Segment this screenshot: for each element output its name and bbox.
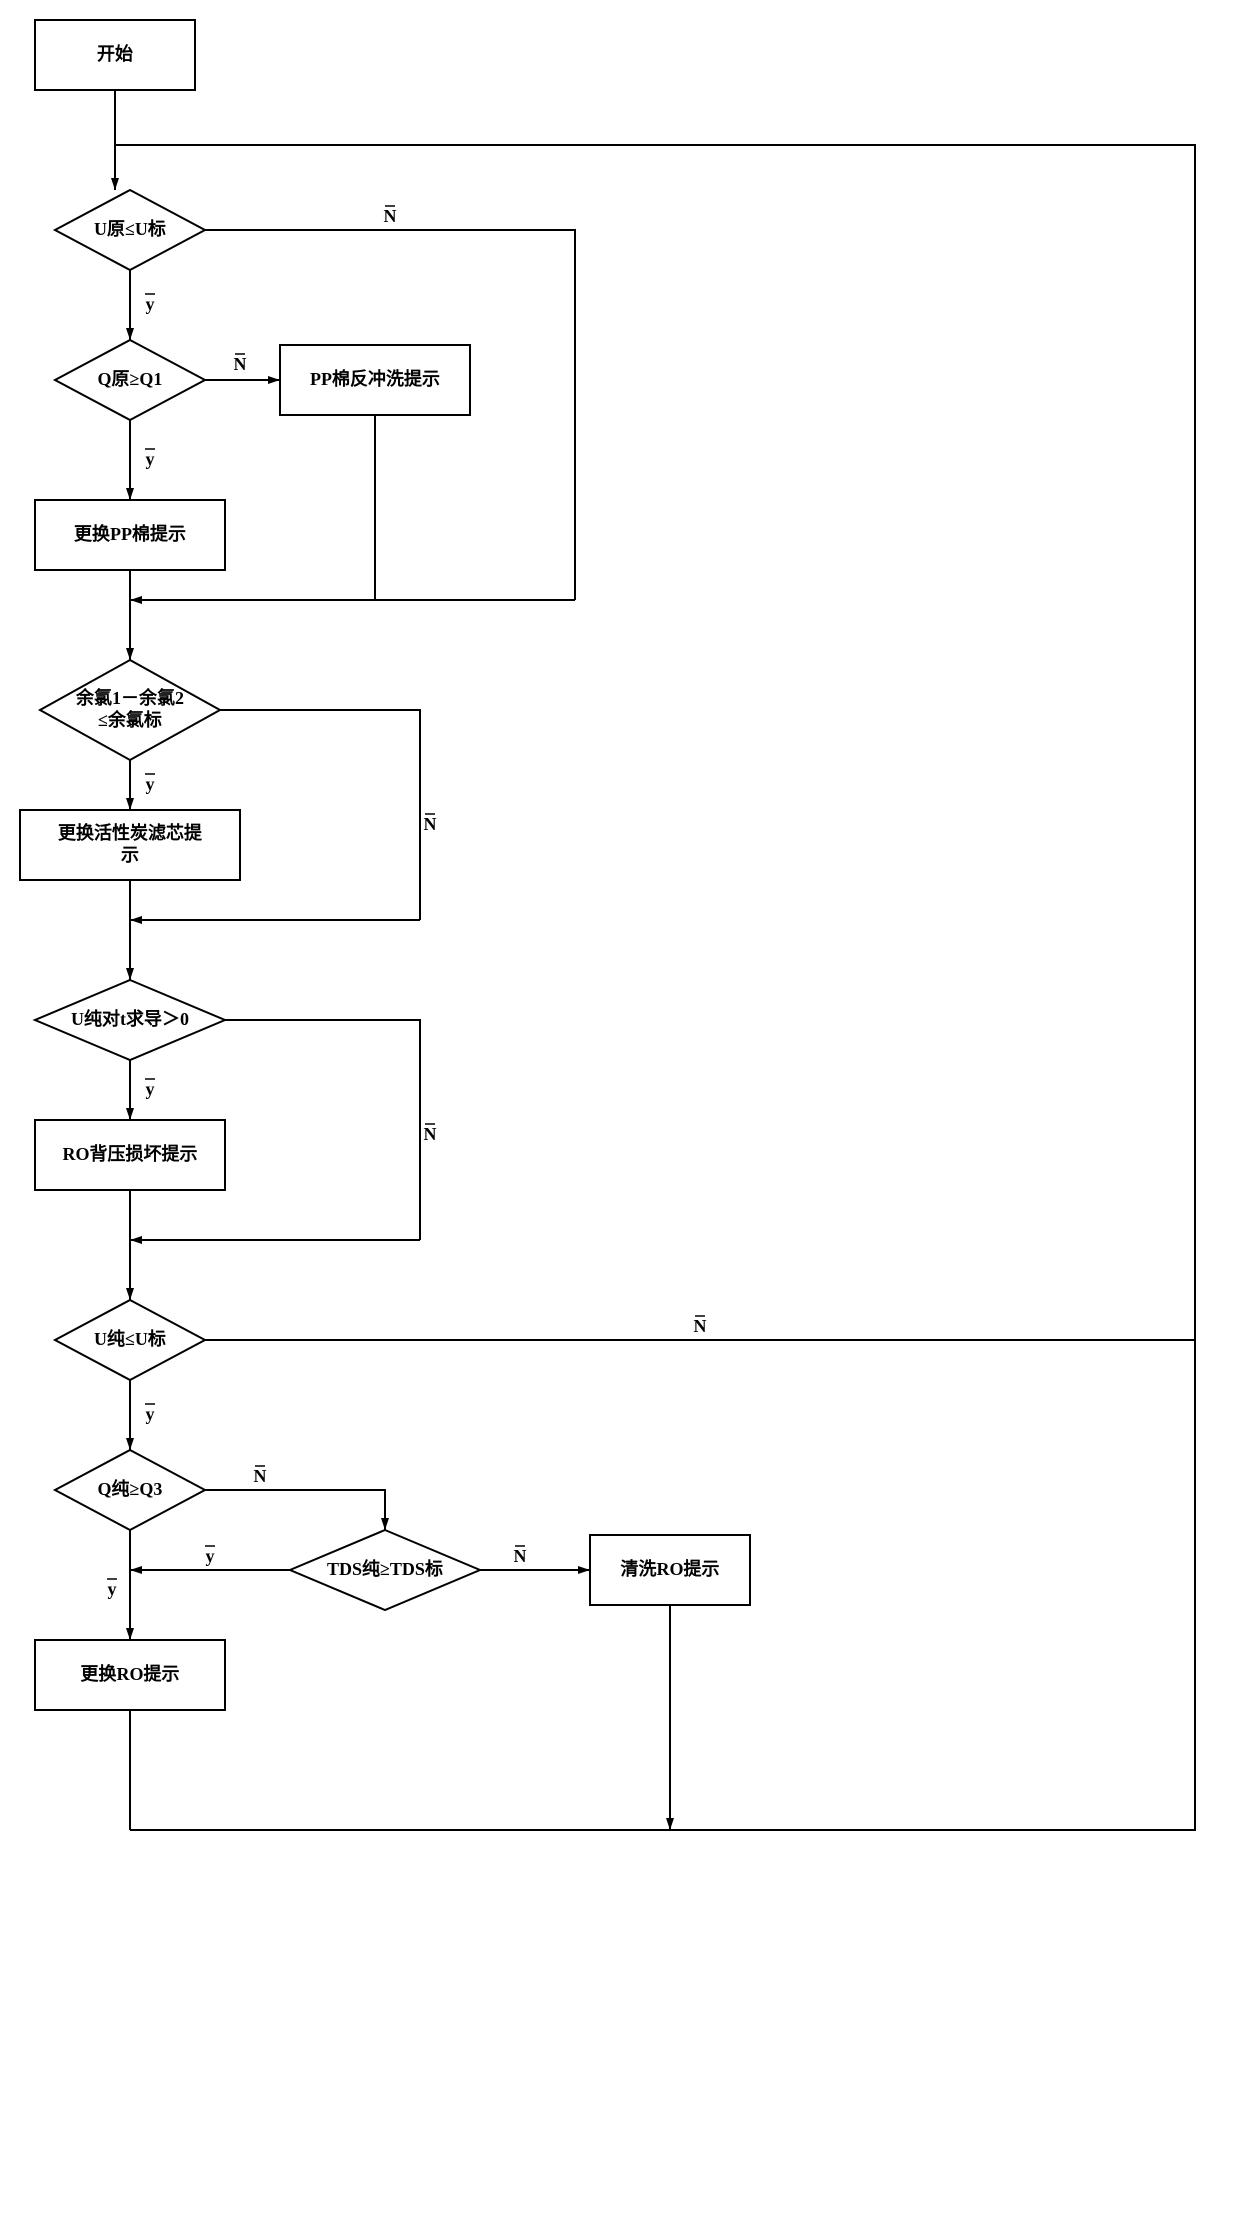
edge-label-e_tds_y: y [206,1546,215,1566]
node-label-d_upure-0: U纯对t求导＞0 [71,1008,189,1029]
edge-label-e_cl_y: y [146,774,155,794]
arrowhead [130,1566,142,1574]
arrowhead [130,596,142,604]
node-label-r_rorep-0: 更换RO提示 [81,1663,180,1684]
node-label-d_tds-0: TDS纯≥TDS标 [327,1558,443,1579]
arrowhead [126,488,134,500]
node-label-r_clean-0: 清洗RO提示 [621,1558,720,1579]
node-label-d_upstd-0: U纯≤U标 [94,1328,166,1349]
edge-label-e_qraw_n: N [234,354,247,374]
edge-e_upstd_n [115,145,1195,1340]
node-label-r_carbon-1: 示 [121,845,139,865]
node-label-start-0: 开始 [97,43,133,64]
arrowhead [130,916,142,924]
node-label-d_uraw-0: U原≤U标 [94,218,166,239]
edge-e_cl_n [220,710,420,920]
node-label-r_pprep-0: 更换PP棉提示 [74,523,186,544]
arrowhead [126,968,134,980]
arrowhead [126,1628,134,1640]
edge-label-e_upure_n: N [424,1124,437,1144]
arrowhead [111,178,119,190]
node-label-r_roback-0: RO背压损坏提示 [63,1143,198,1164]
arrowhead [666,1818,674,1830]
arrowhead [130,1236,142,1244]
arrowhead [126,1108,134,1120]
edge-e_upure_n [225,1020,420,1240]
edge-label-e_qpure_n: N [254,1466,267,1486]
edge-label-e_tds_n: N [514,1546,527,1566]
edge-label-e_upstd_y: y [146,1404,155,1424]
edge-label-e_cl_n: N [424,814,437,834]
flowchart-canvas: y Ny Ny Ny Ny Ny Ny N 开始 U原≤U标 Q原≥Q1 PP棉反冲洗提示更换PP棉提… [0,0,1240,2237]
node-label-r_carbon-0: 更换活性炭滤芯提 [58,822,203,843]
edge-label-e_uraw_n: N [384,206,397,226]
edge-label-e_upure_y: y [146,1079,155,1099]
edge-label-e_upstd_n: N [694,1316,707,1336]
arrowhead [126,648,134,660]
node-label-d_qraw-0: Q原≥Q1 [98,369,163,389]
arrowhead [126,328,134,340]
node-label-d_cl-1: ≤余氯标 [98,709,162,730]
arrowhead [126,1288,134,1300]
arrowhead [126,1438,134,1450]
node-label-d_qpure-0: Q纯≥Q3 [98,1478,163,1499]
node-label-r_ppback-0: PP棉反冲洗提示 [310,368,440,389]
edge-e_qpure_n [205,1490,385,1530]
arrowhead [126,798,134,810]
edge-label-e_qraw_y: y [146,449,155,469]
arrowhead [268,376,280,384]
arrowhead [578,1566,590,1574]
edge-label-e_uraw_y: y [146,294,155,314]
arrowhead [381,1518,389,1530]
node-label-d_cl-0: 余氯1－余氯2 [75,687,184,708]
edge-label-e_qpure_y: y [108,1579,117,1599]
